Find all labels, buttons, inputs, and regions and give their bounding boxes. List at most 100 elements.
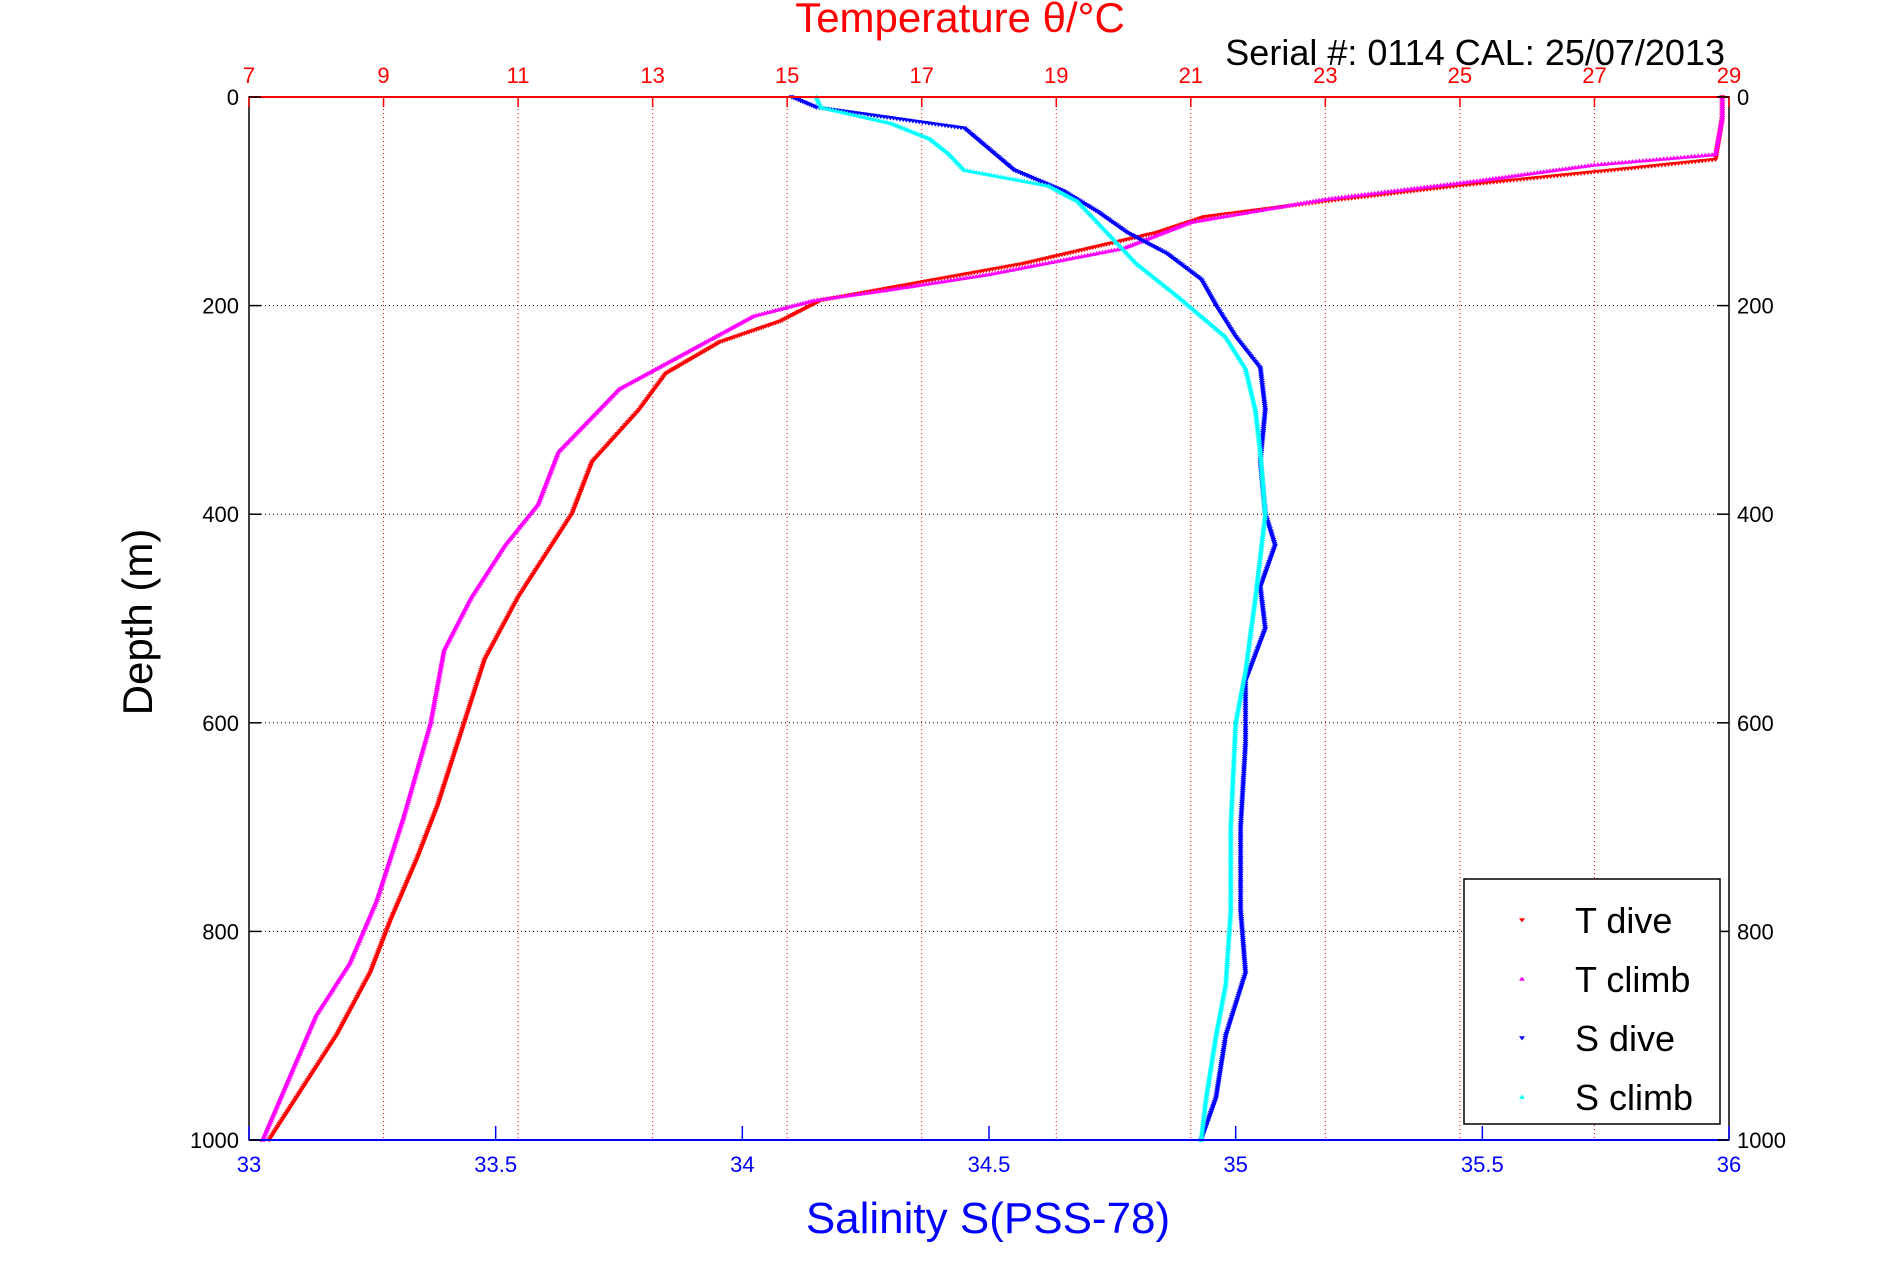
data-point	[1229, 797, 1236, 802]
data-point	[1216, 1013, 1223, 1018]
data-point	[1237, 829, 1244, 834]
data-point	[1235, 706, 1242, 711]
data-point	[438, 663, 445, 668]
data-point	[1260, 524, 1267, 529]
data-point	[438, 659, 445, 664]
data-point	[402, 808, 409, 813]
data-point	[1237, 827, 1244, 832]
data-point	[1201, 1110, 1208, 1115]
data-point	[1259, 480, 1266, 485]
data-point	[1259, 476, 1266, 481]
depth-axis-left: 0 200 400 600 800 1000	[190, 85, 261, 1153]
data-point	[1238, 688, 1245, 693]
data-point	[1208, 1061, 1215, 1066]
data-point	[1243, 371, 1250, 376]
data-point	[436, 671, 443, 676]
data-point	[1239, 793, 1246, 798]
data-point	[1227, 822, 1234, 827]
data-point	[1200, 1120, 1207, 1126]
data-point	[1237, 692, 1244, 697]
data-point	[1227, 835, 1234, 840]
data-point	[416, 758, 423, 763]
data-point	[1227, 897, 1234, 902]
data-point	[1258, 459, 1265, 464]
data-point	[1252, 407, 1259, 412]
data-point	[1238, 803, 1245, 809]
data-point	[1202, 1097, 1209, 1103]
data-point	[1719, 99, 1726, 104]
data-point	[408, 785, 415, 790]
data-point	[1241, 761, 1248, 766]
data-point	[1241, 752, 1248, 757]
data-point	[1206, 1071, 1213, 1076]
data-point	[1227, 894, 1234, 900]
data-point	[1237, 899, 1244, 905]
data-point	[422, 739, 429, 744]
data-point	[1245, 643, 1252, 649]
data-point	[1252, 411, 1259, 416]
data-point	[1229, 794, 1236, 800]
data-point	[1214, 1025, 1221, 1030]
data-point	[1228, 814, 1235, 819]
data-point	[1255, 434, 1262, 439]
data-point	[407, 789, 414, 794]
data-point	[431, 700, 438, 705]
data-point	[1238, 810, 1245, 815]
data-point	[402, 806, 409, 811]
data-point	[1229, 790, 1236, 795]
data-point	[1217, 1007, 1224, 1012]
data-point	[1247, 385, 1254, 390]
data-point	[407, 791, 414, 796]
data-point	[1204, 1085, 1211, 1090]
data-point	[1224, 953, 1231, 958]
data-point	[1248, 625, 1255, 630]
data-point	[1215, 1021, 1222, 1026]
data-point	[1259, 532, 1266, 537]
data-point	[1253, 586, 1260, 592]
data-point	[1259, 536, 1266, 542]
tick-label-temperature: 29	[1717, 63, 1741, 88]
data-point	[1239, 684, 1246, 689]
data-point	[1226, 921, 1233, 926]
data-point	[1248, 627, 1255, 632]
data-point	[1261, 522, 1268, 527]
data-point	[1250, 611, 1257, 616]
data-point	[1254, 580, 1261, 585]
data-point	[1260, 526, 1267, 531]
data-point	[1231, 737, 1238, 742]
data-point	[1250, 607, 1257, 612]
data-point	[1714, 139, 1721, 144]
data-point	[430, 704, 437, 709]
data-point	[1716, 129, 1723, 134]
data-point	[1242, 715, 1249, 720]
tick-label-depth: 200	[1737, 294, 1774, 319]
data-point	[1261, 501, 1268, 506]
data-point	[1204, 1083, 1211, 1088]
data-point	[1227, 851, 1234, 856]
data-point	[1237, 834, 1244, 839]
data-point	[1237, 862, 1244, 867]
data-point	[1227, 826, 1234, 832]
data-point	[1205, 1077, 1212, 1082]
data-point	[1242, 737, 1249, 742]
data-point	[1231, 739, 1238, 744]
data-point	[1241, 767, 1248, 772]
data-point	[409, 783, 416, 788]
data-point	[1207, 1069, 1214, 1074]
data-point	[1242, 719, 1249, 724]
data-point	[429, 712, 436, 717]
data-point	[1199, 1122, 1206, 1128]
data-point	[1227, 892, 1234, 897]
data-point	[1241, 765, 1248, 770]
data-point	[1225, 946, 1232, 951]
data-point	[1206, 1075, 1213, 1080]
data-point	[1198, 1131, 1205, 1136]
data-point	[1239, 682, 1246, 687]
data-point	[1232, 731, 1239, 736]
data-point	[1231, 735, 1238, 740]
data-point	[1260, 490, 1267, 496]
data-point	[1239, 786, 1246, 791]
data-point	[1252, 593, 1259, 598]
data-point	[429, 708, 436, 713]
